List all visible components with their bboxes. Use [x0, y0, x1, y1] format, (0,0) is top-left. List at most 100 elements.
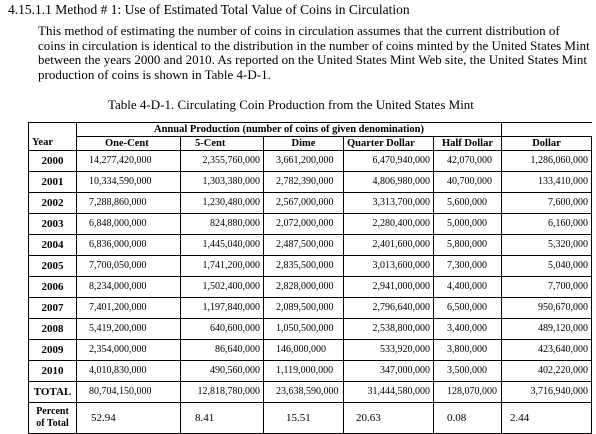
cell-5-cent: 1,230,480,000 — [180, 192, 264, 214]
cell-quarter-dollar: 2,401,600,000 — [343, 234, 434, 256]
percent-dollar: 2.44 — [501, 402, 592, 434]
cell-year: 2009 — [28, 339, 77, 361]
cell-year: TOTAL — [28, 381, 77, 403]
cell-half-dollar: 4,400,000 — [433, 276, 502, 298]
cell-dollar: 950,670,000 — [501, 297, 592, 319]
cell-year: 2003 — [28, 213, 77, 235]
cell-one-cent: 10,334,590,000 — [76, 171, 181, 193]
cell-one-cent: 2,354,000,000 — [76, 339, 181, 361]
cell-half-dollar: 7,300,000 — [433, 255, 502, 277]
cell-dime: 2,782,390,000 — [263, 171, 344, 193]
column-header-year: Year — [28, 136, 77, 151]
cell-5-cent: 2,355,760,000 — [180, 150, 264, 172]
table-row: 2009 2,354,000,000 86,640,000 146,000,000 53… — [28, 339, 592, 361]
percent-label-line1: Percent — [36, 406, 69, 417]
cell-dime: 23,638,590,000 — [263, 381, 344, 403]
cell-dollar: 423,640,000 — [501, 339, 592, 361]
table-caption: Table 4-D-1. Circulating Coin Production… — [108, 97, 474, 112]
cell-half-dollar: 40,700,000 — [433, 171, 502, 193]
cell-dime: 1,119,000,000 — [263, 360, 344, 382]
cell-5-cent: 824,880,000 — [180, 213, 264, 235]
cell-5-cent: 1,303,380,000 — [180, 171, 264, 193]
table-row: TOTAL 80,704,150,000 12,818,780,000 23,638,… — [28, 381, 592, 403]
cell-5-cent: 12,818,780,000 — [180, 381, 264, 403]
cell-dime: 2,487,500,000 — [263, 234, 344, 256]
table-row: 2005 7,700,050,000 1,741,200,000 2,835,500,… — [28, 255, 592, 277]
cell-quarter-dollar: 3,313,700,000 — [343, 192, 434, 214]
cell-quarter-dollar: 533,920,000 — [343, 339, 434, 361]
cell-year: 2010 — [28, 360, 77, 382]
cell-quarter-dollar: 6,470,940,000 — [343, 150, 434, 172]
cell-dollar: 402,220,000 — [501, 360, 592, 382]
body-paragraph: This method of estimating the number of … — [38, 23, 590, 82]
percent-half-dollar: 0.08 — [433, 402, 502, 434]
cell-5-cent: 640,600,000 — [180, 318, 264, 340]
percent-label-line2: of Total — [36, 418, 69, 429]
cell-dollar: 7,600,000 — [501, 192, 592, 214]
cell-one-cent: 4,010,830,000 — [76, 360, 181, 382]
table-row: 2004 6,836,000,000 1,445,040,000 2,487,500,… — [28, 234, 592, 256]
percent-row: Percent of Total 52.94 8.41 15.51 20.63 … — [28, 402, 592, 434]
cell-dollar: 5,320,000 — [501, 234, 592, 256]
column-header-quarter-dollar: Quarter Dollar — [343, 136, 434, 151]
cell-half-dollar: 3,400,000 — [433, 318, 502, 340]
table-row: 2003 6,848,000,000 824,880,000 2,072,000,00… — [28, 213, 592, 235]
cell-5-cent: 490,560,000 — [180, 360, 264, 382]
cell-dollar: 6,160,000 — [501, 213, 592, 235]
cell-half-dollar: 42,070,000 — [433, 150, 502, 172]
cell-5-cent: 86,640,000 — [180, 339, 264, 361]
cell-quarter-dollar: 2,538,800,000 — [343, 318, 434, 340]
cell-half-dollar: 6,500,000 — [433, 297, 502, 319]
cell-year: 2005 — [28, 255, 77, 277]
table-row: 2007 7,401,200,000 1,197,840,000 2,089,500,… — [28, 297, 592, 319]
cell-one-cent: 5,419,200,000 — [76, 318, 181, 340]
cell-dime: 3,661,200,000 — [263, 150, 344, 172]
cell-dime: 2,072,000,000 — [263, 213, 344, 235]
table-row: 2000 14,277,420,000 2,355,760,000 3,661,200… — [28, 150, 592, 172]
group-header: Annual Production (number of coins of gi… — [76, 122, 502, 137]
cell-half-dollar: 5,600,000 — [433, 192, 502, 214]
percent-one-cent: 52.94 — [76, 402, 181, 434]
cell-year: 2007 — [28, 297, 77, 319]
cell-dime: 1,050,500,000 — [263, 318, 344, 340]
cell-half-dollar: 128,070,000 — [433, 381, 502, 403]
table-column-header-row: Year One-Cent 5-Cent Dime Quarter Dollar… — [28, 136, 592, 151]
cell-dime: 2,089,500,000 — [263, 297, 344, 319]
cell-year: 2001 — [28, 171, 77, 193]
cell-one-cent: 7,700,050,000 — [76, 255, 181, 277]
cell-one-cent: 14,277,420,000 — [76, 150, 181, 172]
cell-one-cent: 8,234,000,000 — [76, 276, 181, 298]
column-header-5-cent: 5-Cent — [180, 136, 264, 151]
cell-one-cent: 7,401,200,000 — [76, 297, 181, 319]
percent-5-cent: 8.41 — [180, 402, 264, 434]
cell-5-cent: 1,741,200,000 — [180, 255, 264, 277]
cell-dollar: 7,700,000 — [501, 276, 592, 298]
cell-quarter-dollar: 2,280,400,000 — [343, 213, 434, 235]
cell-half-dollar: 5,000,000 — [433, 213, 502, 235]
cell-5-cent: 1,445,040,000 — [180, 234, 264, 256]
table-row: 2008 5,419,200,000 640,600,000 1,050,500,00… — [28, 318, 592, 340]
coin-production-table: Annual Production (number of coins of gi… — [28, 122, 592, 434]
cell-half-dollar: 3,500,000 — [433, 360, 502, 382]
cell-one-cent: 6,848,000,000 — [76, 213, 181, 235]
cell-one-cent: 7,288,860,000 — [76, 192, 181, 214]
table-row: 2001 10,334,590,000 1,303,380,000 2,782,390… — [28, 171, 592, 193]
cell-dollar: 3,716,940,000 — [501, 381, 592, 403]
cell-year: 2004 — [28, 234, 77, 256]
cell-one-cent: 6,836,000,000 — [76, 234, 181, 256]
cell-dollar: 1,286,060,000 — [501, 150, 592, 172]
table-body: 2000 14,277,420,000 2,355,760,000 3,661,200… — [28, 150, 592, 403]
cell-one-cent: 80,704,150,000 — [76, 381, 181, 403]
cell-quarter-dollar: 3,013,600,000 — [343, 255, 434, 277]
cell-year: 2002 — [28, 192, 77, 214]
cell-quarter-dollar: 4,806,980,000 — [343, 171, 434, 193]
cell-year: 2006 — [28, 276, 77, 298]
table-group-header-row: Annual Production (number of coins of gi… — [28, 122, 592, 137]
percent-quarter-dollar: 20.63 — [343, 402, 434, 434]
cell-dollar: 489,120,000 — [501, 318, 592, 340]
cell-quarter-dollar: 2,796,640,000 — [343, 297, 434, 319]
section-heading: 4.15.1.1 Method # 1: Use of Estimated To… — [8, 2, 410, 17]
table-row: 2002 7,288,860,000 1,230,480,000 2,567,000,… — [28, 192, 592, 214]
cell-dime: 2,835,500,000 — [263, 255, 344, 277]
cell-dollar: 5,040,000 — [501, 255, 592, 277]
